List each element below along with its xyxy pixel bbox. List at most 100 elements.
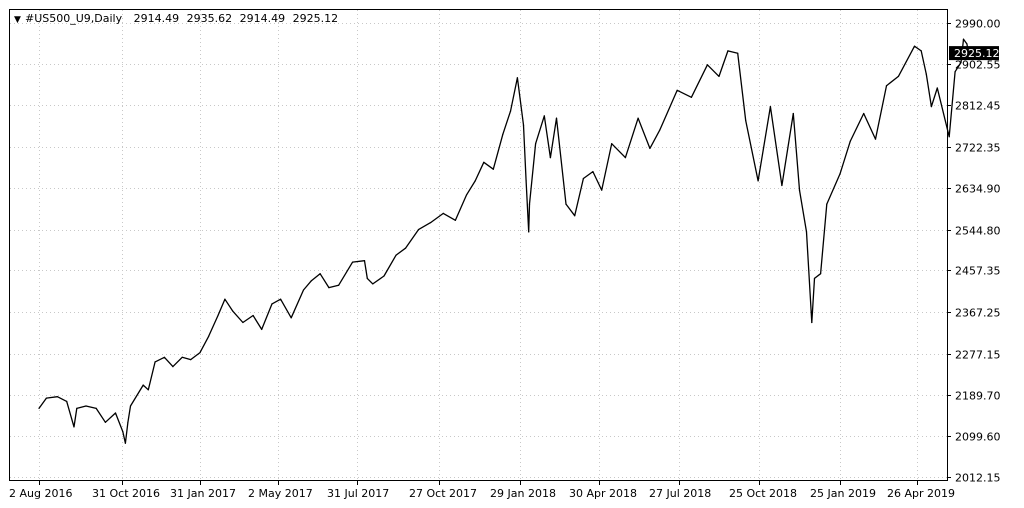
price-point (781, 184, 783, 187)
current-price-badge-bg (949, 46, 999, 61)
price-point (442, 212, 444, 214)
price-point (549, 157, 552, 159)
price-point (208, 335, 210, 337)
price-point (328, 287, 330, 289)
price-point (95, 407, 97, 409)
price-point (404, 247, 407, 249)
y-tick-label: 2902.55 (955, 59, 1001, 72)
price-point (582, 177, 585, 180)
price-point (430, 222, 432, 224)
price-point (706, 64, 709, 66)
x-tick-label: 2 Aug 2016 (9, 487, 72, 500)
y-tick-label: 2189.70 (955, 390, 1001, 403)
price-point (383, 275, 385, 277)
price-point (242, 321, 244, 324)
plot-area (9, 9, 948, 481)
price-point (104, 421, 106, 423)
x-tick-label: 31 Oct 2016 (92, 487, 160, 500)
price-point (224, 298, 226, 300)
price-point (592, 171, 594, 173)
price-point (954, 71, 956, 73)
price-point (142, 384, 144, 386)
price-point (127, 421, 129, 423)
current-price-badge: 2925.12 (949, 46, 1000, 61)
price-point (172, 366, 174, 368)
x-tick-label: 29 Jan 2018 (490, 487, 556, 500)
price-point (271, 303, 273, 305)
price-point (839, 173, 841, 175)
price-point (936, 87, 938, 89)
series-layer (38, 38, 970, 444)
price-point (114, 412, 117, 414)
price-point (363, 260, 366, 262)
price-point (319, 273, 321, 275)
price-point (124, 442, 126, 444)
price-point (147, 389, 149, 391)
price-point (261, 328, 263, 330)
price-point (649, 147, 651, 149)
price-point (85, 405, 87, 407)
price-point (466, 194, 468, 196)
current-price-label: 2925.12 (954, 47, 1000, 60)
y-tick-label: 2277.15 (955, 349, 1001, 362)
price-axis: 2990.00 2902.55 2812.45 2722.35 2634.90 2544.… (947, 18, 1001, 485)
price-point (930, 106, 933, 108)
chart-menu-icon[interactable]: ▼ (14, 15, 21, 25)
x-tick-label: 25 Oct 2018 (729, 487, 797, 500)
price-point (966, 43, 968, 45)
y-tick-label: 2012.15 (955, 472, 1001, 485)
price-point (525, 180, 527, 182)
price-point (826, 203, 828, 205)
price-point (417, 229, 420, 231)
price-point (509, 110, 512, 112)
y-tick-label: 2722.35 (955, 142, 1001, 155)
price-point (38, 407, 40, 409)
price-point (920, 50, 922, 52)
y-tick-label: 2990.00 (955, 18, 1001, 31)
x-tick-label: 31 Jul 2017 (327, 487, 389, 500)
price-point (690, 96, 693, 98)
price-point (757, 180, 759, 182)
price-point (310, 280, 312, 282)
price-point (960, 61, 962, 64)
price-point (56, 396, 59, 398)
x-tick-label: 26 Apr 2019 (887, 487, 955, 500)
x-tick-label: 27 Oct 2017 (409, 487, 477, 500)
price-point (129, 405, 132, 407)
price-point (863, 112, 865, 115)
high-price: 2935.62 (187, 12, 233, 25)
price-point (792, 112, 794, 115)
price-point (676, 89, 678, 91)
price-point (769, 106, 772, 108)
price-point (454, 219, 456, 221)
price-point (338, 284, 340, 286)
price-points (38, 38, 970, 444)
price-point (181, 356, 183, 358)
price-point (483, 161, 485, 163)
price-point (528, 203, 531, 205)
price-point (217, 314, 219, 317)
price-point (395, 254, 397, 256)
price-point (962, 38, 965, 40)
y-tick-label: 2367.25 (955, 307, 1001, 320)
price-point (849, 140, 851, 142)
price-point (45, 397, 48, 399)
low-price: 2914.49 (240, 12, 286, 25)
close-price: 2925.12 (293, 12, 339, 25)
price-point (66, 400, 68, 402)
price-point (874, 138, 877, 140)
x-tick-label: 25 Jan 2019 (810, 487, 876, 500)
price-point (813, 277, 816, 279)
x-tick-label: 27 Jul 2018 (649, 487, 711, 500)
y-tick-label: 2457.35 (955, 265, 1001, 278)
time-axis: 2 Aug 2016 31 Oct 2016 31 Jan 2017 2 May 20… (9, 480, 955, 500)
price-point (492, 168, 494, 170)
grid-lines (10, 10, 947, 480)
price-point (76, 407, 78, 409)
price-point (252, 314, 254, 317)
price-point (718, 75, 720, 77)
price-point (122, 431, 124, 433)
x-tick-label: 2 May 2017 (248, 487, 313, 500)
